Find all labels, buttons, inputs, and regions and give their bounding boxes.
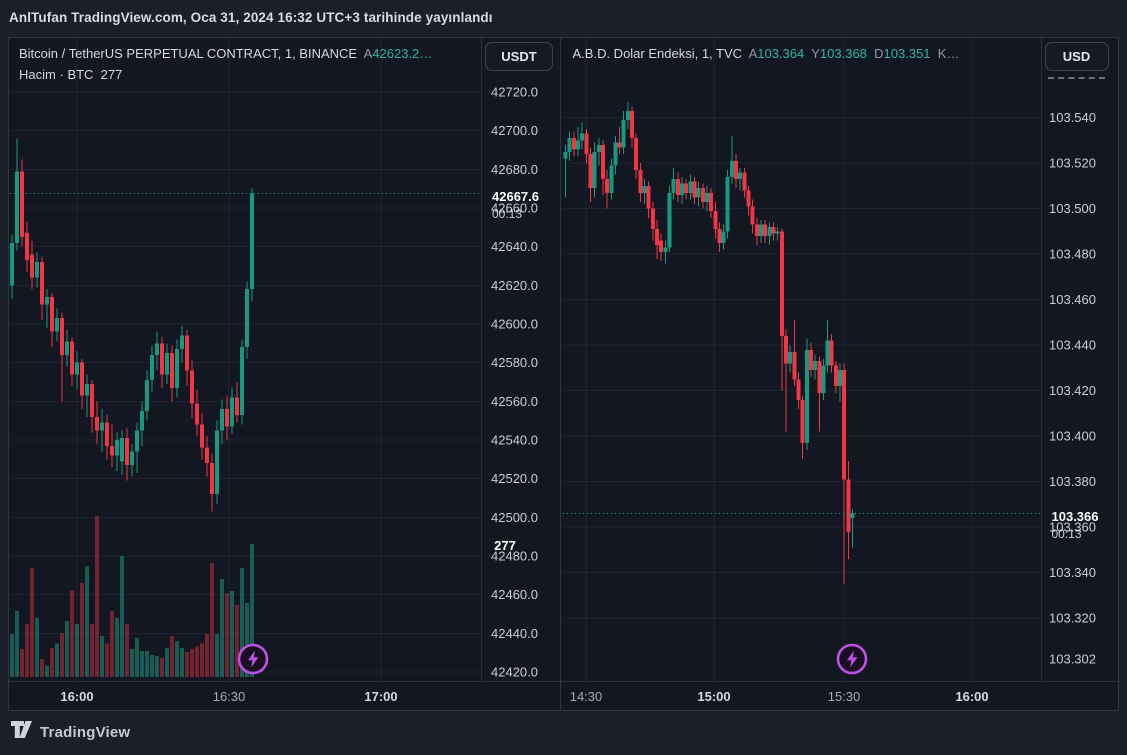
dxy-low-label: D — [874, 46, 884, 61]
tradingview-logo-icon[interactable] — [10, 720, 33, 745]
svg-text:42460.0: 42460.0 — [491, 587, 538, 602]
svg-text:42660.0: 42660.0 — [491, 200, 538, 215]
dxy-legend[interactable]: A.B.D. Dolar Endeksi, 1, TVC A103.364 Y1… — [573, 46, 960, 61]
btc-volume-badge: 277 — [494, 538, 516, 553]
svg-text:16:30: 16:30 — [213, 689, 246, 704]
svg-text:42420.0: 42420.0 — [491, 664, 538, 679]
svg-text:42480.0: 42480.0 — [491, 548, 538, 563]
svg-text:16:00: 16:00 — [955, 689, 988, 704]
btc-open-label: A — [363, 46, 373, 61]
btc-volume-legend[interactable]: Hacim · BTC 277 — [19, 67, 122, 82]
btc-symbol-title: Bitcoin / TetherUS PERPETUAL CONTRACT, 1… — [19, 46, 358, 61]
svg-text:103.540: 103.540 — [1049, 110, 1096, 125]
btc-last-price: 42667.6 — [492, 189, 539, 204]
dxy-last-price-badge: 103.366 00:13 — [1045, 505, 1111, 545]
volume-separator: · — [59, 67, 64, 82]
currency-button-usdt[interactable]: USDT — [485, 42, 553, 71]
svg-text:42580.0: 42580.0 — [491, 355, 538, 370]
volume-label: Hacim — [19, 67, 56, 82]
svg-text:15:00: 15:00 — [697, 689, 730, 704]
footer-brand[interactable]: TradingView — [40, 724, 131, 741]
svg-text:42520.0: 42520.0 — [491, 471, 538, 486]
svg-text:103.360: 103.360 — [1049, 520, 1096, 535]
dxy-symbol-title: A.B.D. Dolar Endeksi, 1, TVC — [572, 46, 743, 61]
svg-text:42680.0: 42680.0 — [491, 162, 538, 177]
svg-text:103.480: 103.480 — [1049, 247, 1096, 262]
footer: TradingView — [10, 720, 130, 745]
svg-text:42500.0: 42500.0 — [491, 510, 538, 525]
svg-text:42600.0: 42600.0 — [491, 316, 538, 331]
svg-text:103.400: 103.400 — [1049, 429, 1096, 444]
svg-text:103.420: 103.420 — [1049, 383, 1096, 398]
svg-text:103.520: 103.520 — [1049, 156, 1096, 171]
btc-open-value: 42623.2… — [372, 46, 433, 61]
dxy-close-value: … — [946, 46, 960, 61]
boost-lightning-icon-right[interactable] — [835, 642, 869, 676]
svg-text:42700.0: 42700.0 — [491, 123, 538, 138]
svg-text:103.440: 103.440 — [1049, 338, 1096, 353]
dxy-high-label: Y — [811, 46, 820, 61]
dxy-bar-countdown: 00:13 — [1051, 526, 1082, 541]
svg-text:103.302: 103.302 — [1049, 652, 1096, 667]
btc-bar-countdown: 00:13 — [492, 206, 523, 221]
dxy-low-value: 103.351 — [883, 46, 931, 61]
publish-info: AnlTufan TradingView.com, Oca 31, 2024 1… — [9, 10, 493, 25]
boost-lightning-icon-left[interactable] — [236, 642, 270, 676]
dxy-chart-canvas[interactable]: 103.540 103.520 103.500 103.480 103.460 103.4… — [560, 38, 1119, 712]
volume-value: 277 — [100, 67, 123, 82]
svg-text:42640.0: 42640.0 — [491, 239, 538, 254]
svg-text:103.500: 103.500 — [1049, 201, 1096, 216]
svg-text:103.380: 103.380 — [1049, 474, 1096, 489]
dxy-open-label: A — [748, 46, 758, 61]
svg-text:42540.0: 42540.0 — [491, 432, 538, 447]
btc-legend[interactable]: Bitcoin / TetherUS PERPETUAL CONTRACT, 1… — [19, 46, 432, 61]
pane-dxy: 103.540 103.520 103.500 103.480 103.460 103.4… — [559, 38, 1119, 712]
svg-text:15:30: 15:30 — [827, 689, 860, 704]
chart-frame: 42720.0 42700.0 42680.0 42660.0 42640.0 42620… — [8, 37, 1119, 711]
pane-btc: 42720.0 42700.0 42680.0 42660.0 42640.0 42620… — [9, 38, 560, 710]
btc-last-price-badge: 42667.6 00:13 — [485, 185, 554, 225]
dxy-open-value: 103.364 — [757, 46, 805, 61]
volume-unit: BTC — [67, 67, 94, 82]
svg-text:103.320: 103.320 — [1049, 611, 1096, 626]
svg-text:42620.0: 42620.0 — [491, 278, 538, 293]
currency-button-usd[interactable]: USD — [1044, 42, 1109, 71]
svg-text:17:00: 17:00 — [364, 689, 397, 704]
svg-text:42720.0: 42720.0 — [491, 85, 538, 100]
svg-text:16:00: 16:00 — [60, 689, 93, 704]
dxy-high-value: 103.368 — [819, 46, 867, 61]
clipped-price-label — [1047, 77, 1105, 79]
svg-text:103.460: 103.460 — [1049, 292, 1096, 307]
svg-text:103.340: 103.340 — [1049, 565, 1096, 580]
svg-text:42440.0: 42440.0 — [491, 626, 538, 641]
btc-chart-canvas[interactable]: 42720.0 42700.0 42680.0 42660.0 42640.0 42620… — [9, 38, 560, 712]
dxy-last-price: 103.366 — [1051, 509, 1099, 524]
dxy-close-label: K — [937, 46, 947, 61]
svg-text:42560.0: 42560.0 — [491, 394, 538, 409]
svg-text:14:30: 14:30 — [569, 689, 602, 704]
